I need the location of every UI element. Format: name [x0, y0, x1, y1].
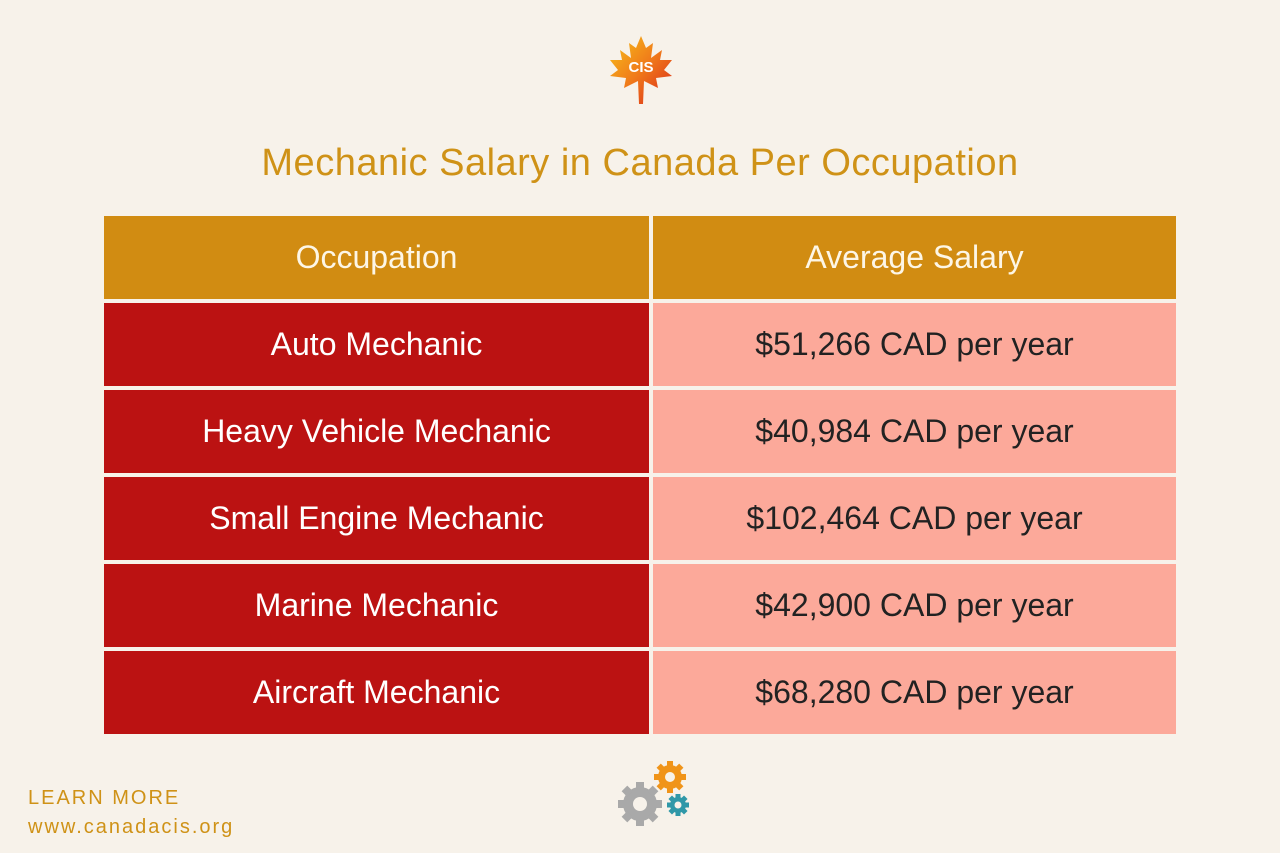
gears-icon [618, 761, 689, 826]
table-header-row: Occupation Average Salary [104, 216, 1176, 299]
salary-cell: $51,266 CAD per year [653, 303, 1176, 386]
website-link[interactable]: www.canadacis.org [28, 816, 235, 838]
occupation-cell: Auto Mechanic [104, 303, 649, 386]
logo-text: CIS [628, 59, 653, 76]
page-title: Mechanic Salary in Canada Per Occupation [261, 142, 1019, 184]
salary-cell: $40,984 CAD per year [653, 390, 1176, 473]
table-row: Auto Mechanic $51,266 CAD per year [104, 303, 1176, 386]
table-row: Marine Mechanic $42,900 CAD per year [104, 564, 1176, 647]
occupation-cell: Small Engine Mechanic [104, 477, 649, 560]
occupation-cell: Heavy Vehicle Mechanic [104, 390, 649, 473]
salary-cell: $68,280 CAD per year [653, 651, 1176, 734]
header-average-salary: Average Salary [653, 216, 1176, 299]
table-row: Heavy Vehicle Mechanic $40,984 CAD per y… [104, 390, 1176, 473]
occupation-cell: Aircraft Mechanic [104, 651, 649, 734]
table-row: Aircraft Mechanic $68,280 CAD per year [104, 651, 1176, 734]
table-row: Small Engine Mechanic $102,464 CAD per y… [104, 477, 1176, 560]
header-occupation: Occupation [104, 216, 649, 299]
occupation-cell: Marine Mechanic [104, 564, 649, 647]
salary-table: Occupation Average Salary Auto Mechanic … [104, 216, 1176, 738]
maple-leaf-icon: CIS [610, 36, 672, 104]
salary-cell: $42,900 CAD per year [653, 564, 1176, 647]
salary-cell: $102,464 CAD per year [653, 477, 1176, 560]
learn-more-label: LEARN MORE [28, 787, 181, 809]
